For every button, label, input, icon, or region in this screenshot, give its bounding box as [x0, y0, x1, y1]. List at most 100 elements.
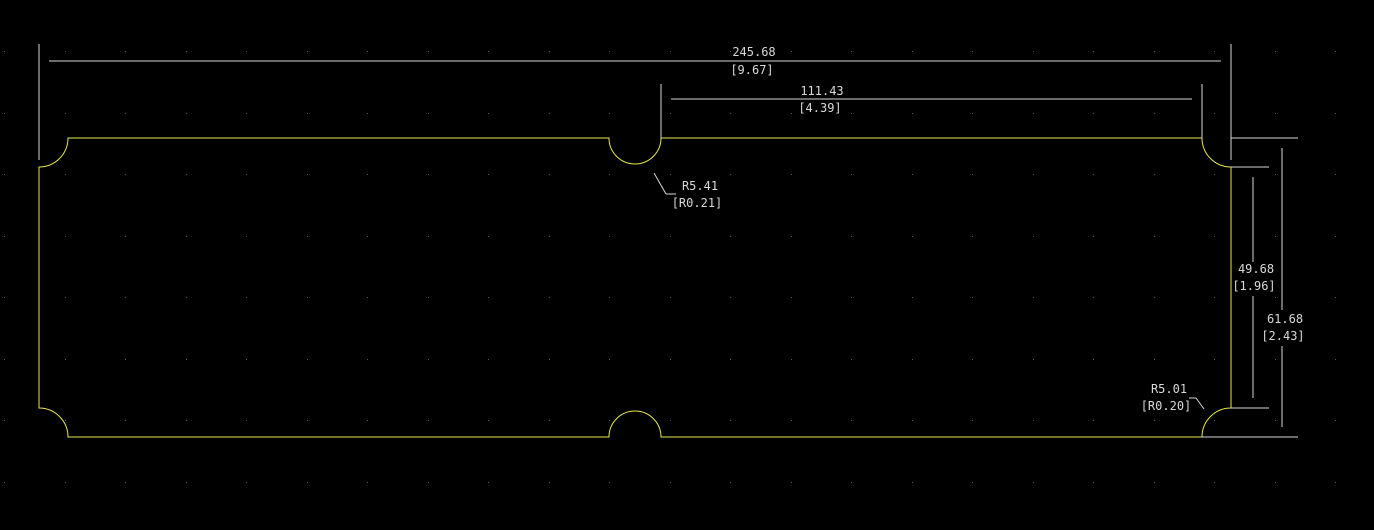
grid-dot: [488, 236, 489, 237]
grid-dot: [1093, 297, 1094, 298]
grid-dot: [4, 359, 5, 360]
grid-dot: [186, 482, 187, 483]
grid-dot: [791, 297, 792, 298]
grid-dot: [307, 297, 308, 298]
notch-radius-inch: [R0.21]: [672, 196, 723, 210]
grid-dot: [65, 236, 66, 237]
grid-dot: [65, 359, 66, 360]
grid-dot: [4, 482, 5, 483]
grid-dot: [1154, 174, 1155, 175]
grid-dot: [367, 420, 368, 421]
board-outline: [38, 137, 1232, 438]
grid-dot: [1275, 113, 1276, 114]
grid-dot: [851, 420, 852, 421]
grid-dot: [65, 113, 66, 114]
grid-dot: [912, 236, 913, 237]
grid-dot: [609, 420, 610, 421]
grid-dot: [1214, 420, 1215, 421]
grid-dot: [1093, 113, 1094, 114]
grid-dot: [730, 51, 731, 52]
overall-width-inch: [9.67]: [730, 63, 773, 77]
grid-dot: [972, 113, 973, 114]
grid-dot: [670, 174, 671, 175]
grid-dot: [307, 51, 308, 52]
grid-dot: [670, 51, 671, 52]
grid-dot: [125, 236, 126, 237]
grid-dot: [1033, 174, 1034, 175]
grid-dot: [912, 51, 913, 52]
grid-dot: [791, 236, 792, 237]
grid-dot: [730, 113, 731, 114]
grid-dot: [367, 297, 368, 298]
grid-dot: [125, 174, 126, 175]
grid-dot: [428, 113, 429, 114]
grid-dot: [1275, 420, 1276, 421]
grid-dot: [1154, 113, 1155, 114]
grid-dot: [670, 482, 671, 483]
grid-dot: [428, 236, 429, 237]
grid-dot: [4, 297, 5, 298]
grid-dot: [791, 174, 792, 175]
grid-dot: [1033, 297, 1034, 298]
grid-dot: [1093, 174, 1094, 175]
grid-dot: [851, 113, 852, 114]
grid-dot: [972, 51, 973, 52]
grid-dot: [65, 297, 66, 298]
grid-dot: [428, 482, 429, 483]
grid-dot: [367, 359, 368, 360]
grid-dot: [65, 420, 66, 421]
grid-dot: [125, 113, 126, 114]
grid-dot: [4, 113, 5, 114]
notch-to-right-mm: 111.43: [800, 84, 843, 98]
grid-dot: [367, 51, 368, 52]
grid-dot: [912, 174, 913, 175]
grid-dot: [1335, 236, 1336, 237]
grid-dot: [609, 236, 610, 237]
grid-dot: [367, 236, 368, 237]
grid-dot: [549, 297, 550, 298]
grid-dot: [972, 174, 973, 175]
grid-dot: [1275, 174, 1276, 175]
grid-dot: [670, 297, 671, 298]
grid-dot: [1335, 51, 1336, 52]
grid-dot: [428, 51, 429, 52]
grid-dot: [1275, 51, 1276, 52]
grid-dot: [549, 359, 550, 360]
grid-dot: [1335, 113, 1336, 114]
grid-dot: [1093, 236, 1094, 237]
grid-dot: [1214, 113, 1215, 114]
grid-dot: [307, 174, 308, 175]
grid-dot: [609, 297, 610, 298]
grid-dot: [307, 236, 308, 237]
grid-dot: [65, 174, 66, 175]
grid-dot: [1154, 482, 1155, 483]
grid-dot: [1154, 420, 1155, 421]
grid-dot: [186, 51, 187, 52]
grid-dot: [972, 236, 973, 237]
grid-dot: [1093, 482, 1094, 483]
grid-dot: [549, 482, 550, 483]
grid-dot: [488, 174, 489, 175]
grid-dot: [1033, 482, 1034, 483]
grid-dot: [307, 113, 308, 114]
grid-dot: [1154, 359, 1155, 360]
grid-dot: [1214, 482, 1215, 483]
grid-dot: [791, 482, 792, 483]
grid-dot: [1214, 359, 1215, 360]
grid-dot: [488, 297, 489, 298]
grid-dot: [972, 482, 973, 483]
grid-dot: [549, 236, 550, 237]
grid-dot: [851, 236, 852, 237]
corner-radius-inch: [R0.20]: [1141, 399, 1192, 413]
grid-dot: [1214, 174, 1215, 175]
grid-dot: [246, 420, 247, 421]
grid-dot: [246, 236, 247, 237]
overall-height-mm: 61.68: [1267, 312, 1303, 326]
grid-dot: [488, 482, 489, 483]
grid-dot: [972, 420, 973, 421]
grid-dot: [125, 420, 126, 421]
grid-dot: [609, 482, 610, 483]
grid-dot: [125, 297, 126, 298]
grid-dot: [912, 297, 913, 298]
